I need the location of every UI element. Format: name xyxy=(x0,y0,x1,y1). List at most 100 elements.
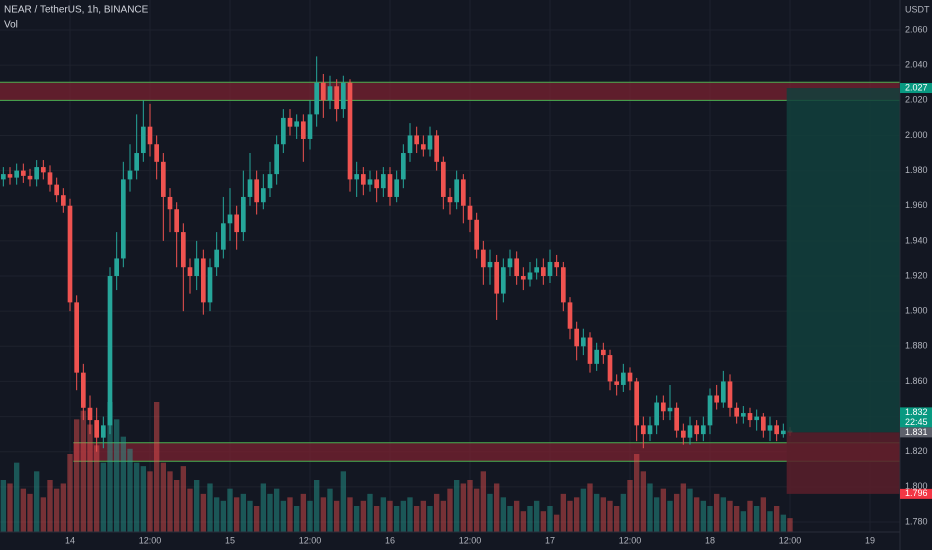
volume-bar xyxy=(354,506,360,532)
volume-bar xyxy=(554,514,560,532)
candle-body xyxy=(621,372,626,385)
candle-body xyxy=(67,205,73,303)
candle-body xyxy=(627,372,633,382)
candle-body xyxy=(381,174,386,189)
countdown-label: 22:45 xyxy=(905,417,928,427)
candle-body xyxy=(574,328,579,347)
x-tick-label: 12:00 xyxy=(619,535,642,545)
y-tick-label: 1.880 xyxy=(905,341,928,351)
candle-body xyxy=(261,188,266,203)
candle-body xyxy=(314,82,319,115)
candle-body xyxy=(494,261,499,294)
volume-bar xyxy=(460,483,466,532)
candle-body xyxy=(607,355,613,382)
position xyxy=(786,88,900,494)
candle-body xyxy=(634,381,639,426)
candle-body xyxy=(221,223,226,250)
volume-bar xyxy=(560,493,566,532)
volume-bar xyxy=(180,466,186,532)
volume-bar xyxy=(174,480,180,532)
volume-bar xyxy=(640,471,646,532)
volume-bar xyxy=(334,500,340,532)
candle-body xyxy=(47,172,53,185)
x-tick-label: 16 xyxy=(385,535,395,545)
candle-body xyxy=(287,117,293,127)
candle-body xyxy=(274,144,279,175)
candle-body xyxy=(14,170,19,178)
volume-bar xyxy=(320,497,326,532)
volume-bar xyxy=(507,506,513,532)
candle-body xyxy=(547,261,553,277)
candle-body xyxy=(247,179,253,197)
volume-bar xyxy=(654,497,660,532)
volume-bar xyxy=(100,462,106,532)
volume-bar xyxy=(394,506,400,532)
volume-bar xyxy=(234,497,240,532)
volume-bar xyxy=(600,497,606,532)
candle-body xyxy=(301,121,306,139)
volume-bar xyxy=(527,506,533,532)
volume-bar xyxy=(754,506,760,532)
volume-bar xyxy=(634,454,640,532)
y-tick-label: 1.960 xyxy=(905,200,928,210)
volume-bar xyxy=(314,480,320,532)
volume-bar xyxy=(207,483,213,532)
price-tag-label: 1.832 xyxy=(905,407,928,417)
x-tick-label: 12:00 xyxy=(779,535,802,545)
candle-body xyxy=(554,261,559,268)
volume-bar xyxy=(687,488,693,532)
volume-bar xyxy=(280,500,286,532)
zones xyxy=(0,81,901,462)
volume-bar xyxy=(40,497,46,532)
candle-body xyxy=(141,126,146,154)
position-profit xyxy=(786,88,900,433)
volume-bar xyxy=(647,483,653,532)
volume-bar xyxy=(0,480,7,532)
candle-body xyxy=(581,337,586,347)
candle-body xyxy=(474,219,479,250)
volume-bar xyxy=(674,493,680,532)
candle-body xyxy=(161,161,166,197)
candle-body xyxy=(701,425,706,435)
volume-bar xyxy=(267,493,273,532)
volume-bar xyxy=(680,483,686,532)
volume-bar xyxy=(514,500,520,532)
volume-bar xyxy=(474,488,480,532)
candle-body xyxy=(334,86,339,110)
volume-bar xyxy=(594,493,600,532)
price-tag-label: 1.796 xyxy=(905,488,928,498)
volume-bar xyxy=(14,462,20,532)
candle-body xyxy=(134,153,139,171)
axes: 2.060 2.040 2.020 2.000 1.980 1.960 1.940 1.920… xyxy=(65,24,932,545)
candle-body xyxy=(81,372,86,408)
candle-body xyxy=(741,413,746,417)
candle-body xyxy=(661,402,666,412)
candle-body xyxy=(347,82,353,180)
volume-bar xyxy=(467,480,473,532)
volume-bar xyxy=(780,514,786,532)
candle-body xyxy=(341,82,346,110)
price-tag xyxy=(900,427,932,438)
zone xyxy=(73,442,901,462)
volume-bar xyxy=(167,471,173,532)
zone xyxy=(0,82,900,101)
chart-title: NEAR / TetherUS, 1h, BINANCE xyxy=(4,5,149,16)
candle-body xyxy=(27,175,33,180)
candle-body xyxy=(207,267,213,303)
candle-body xyxy=(541,267,546,277)
candle-body xyxy=(7,174,13,178)
volume-bar xyxy=(540,511,546,532)
candle-body xyxy=(181,232,186,268)
candle-body xyxy=(74,302,79,373)
price-tag-label: 2.027 xyxy=(905,82,928,92)
volume-bar xyxy=(400,500,406,532)
volume-bar xyxy=(74,419,80,532)
candle-body xyxy=(681,430,686,438)
candle-body xyxy=(1,174,6,180)
volume-bar xyxy=(347,497,353,532)
volume-bar xyxy=(660,488,666,532)
candle-body xyxy=(414,135,419,145)
volume-bar xyxy=(494,483,500,532)
